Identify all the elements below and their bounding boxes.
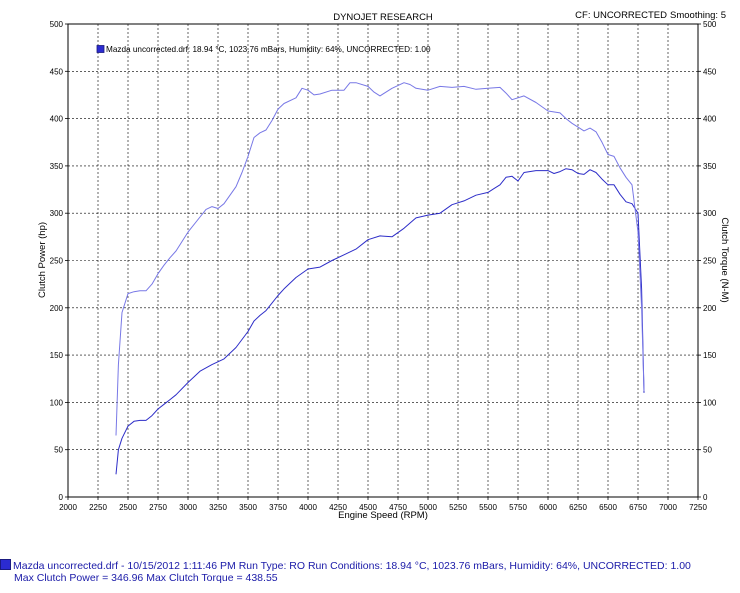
grid-lines (68, 24, 698, 497)
y-left-tick-label: 350 (50, 162, 64, 171)
x-tick-label: 6250 (569, 503, 587, 512)
x-tick-label: 2750 (149, 503, 167, 512)
y-right-tick-label: 200 (703, 304, 717, 313)
x-tick-label: 2500 (119, 503, 137, 512)
x-tick-labels: 2000 2250 2500 2750 3000 3250 3500 3750 4000 4250… (59, 497, 707, 512)
y-left-tick-label: 450 (50, 67, 64, 76)
x-tick-label: 4250 (329, 503, 347, 512)
x-tick-label: 2000 (59, 503, 77, 512)
cf-label: CF: UNCORRECTED (575, 10, 667, 21)
y-left-tick-label: 200 (50, 304, 64, 313)
x-tick-label: 6500 (599, 503, 617, 512)
chart-title: DYNOJET RESEARCH (333, 12, 433, 23)
legend-text: Mazda uncorrected.drf: 18.94 °C, 1023.76… (106, 45, 431, 54)
clutch-torque-line (115, 82, 645, 436)
smoothing-label: Smoothing: 5 (670, 10, 726, 21)
x-tick-label: 6000 (539, 503, 557, 512)
legend-swatch (96, 45, 105, 53)
x-tick-label: 4750 (389, 503, 407, 512)
x-tick-label: 2250 (89, 503, 107, 512)
y-right-tick-label: 150 (703, 351, 717, 360)
x-axis-label: Engine Speed (RPM) (338, 510, 428, 521)
x-tick-label: 3250 (209, 503, 227, 512)
footer-line-1: Mazda uncorrected.drf - 10/15/2012 1:11:… (13, 560, 691, 572)
x-tick-label: 5000 (419, 503, 437, 512)
y-left-tick-label: 0 (59, 493, 64, 502)
x-tick-label: 3500 (239, 503, 257, 512)
x-tick-label: 6750 (629, 503, 647, 512)
y-right-tick-label: 250 (703, 257, 717, 266)
x-tick-label: 5250 (449, 503, 467, 512)
y-left-tick-label: 250 (50, 257, 64, 266)
clutch-power-line (115, 168, 645, 475)
plot-frame (67, 23, 699, 498)
y-right-tick-label: 400 (703, 115, 717, 124)
y-left-tick-label: 300 (50, 209, 64, 218)
x-tick-label: 5500 (479, 503, 497, 512)
x-tick-label: 4500 (359, 503, 377, 512)
y-right-tick-label: 300 (703, 209, 717, 218)
y-left-tick-label: 500 (50, 20, 64, 29)
x-tick-label: 5750 (509, 503, 527, 512)
dyno-chart: DYNOJET RESEARCH CF: UNCORRECTED Smoothi… (37, 10, 730, 521)
y-right-tick-label: 450 (703, 67, 717, 76)
footer-line-2: Max Clutch Power = 346.96 Max Clutch Tor… (14, 572, 278, 584)
y-right-tick-label: 100 (703, 398, 717, 407)
x-tick-label: 4000 (299, 503, 317, 512)
footer-swatch (0, 559, 11, 570)
y-left-tick-label: 150 (50, 351, 64, 360)
y-left-tick-label: 400 (50, 115, 64, 124)
y-left-tick-label: 100 (50, 398, 64, 407)
y-left-tick-labels: 0 50 100 150 200 250 300 350 400 450 500 (50, 20, 68, 502)
x-tick-label: 7000 (659, 503, 677, 512)
y-right-tick-label: 500 (703, 20, 717, 29)
series-lines (115, 82, 645, 475)
y-right-tick-labels: 0 50 100 150 200 250 300 350 400 450 500 (698, 20, 717, 502)
run-info-footer: Mazda uncorrected.drf - 10/15/2012 1:11:… (0, 559, 740, 584)
x-tick-label: 3750 (269, 503, 287, 512)
y-left-tick-label: 50 (54, 446, 63, 455)
y-right-tick-label: 350 (703, 162, 717, 171)
y-right-tick-label: 50 (703, 446, 712, 455)
y-axis-right-label: Clutch Torque (N-M) (719, 217, 730, 302)
x-tick-label: 3000 (179, 503, 197, 512)
x-tick-label: 7250 (689, 503, 707, 512)
y-axis-left-label: Clutch Power (hp) (37, 222, 48, 298)
y-right-tick-label: 0 (703, 493, 708, 502)
